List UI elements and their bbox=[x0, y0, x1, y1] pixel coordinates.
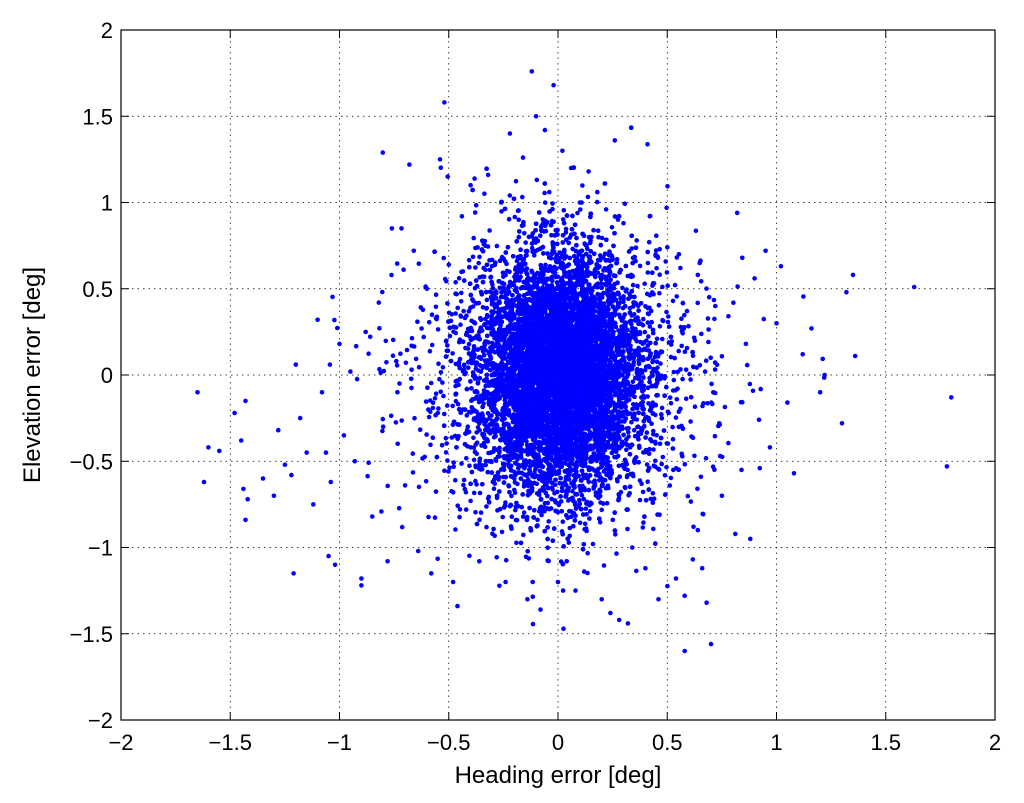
data-point bbox=[599, 235, 605, 241]
data-point bbox=[466, 365, 471, 371]
data-point bbox=[641, 375, 646, 380]
data-point bbox=[594, 199, 600, 205]
data-point bbox=[542, 200, 548, 205]
data-point bbox=[514, 540, 519, 546]
data-point bbox=[523, 240, 528, 245]
data-point bbox=[529, 245, 535, 251]
data-point bbox=[520, 514, 526, 519]
data-point bbox=[560, 519, 566, 524]
data-point bbox=[494, 243, 500, 249]
data-point bbox=[437, 376, 442, 382]
data-point bbox=[519, 504, 525, 510]
data-point bbox=[456, 275, 462, 281]
data-point bbox=[666, 314, 671, 319]
data-point bbox=[490, 286, 496, 291]
data-point bbox=[512, 214, 518, 220]
data-point bbox=[655, 365, 660, 371]
data-point bbox=[577, 520, 583, 526]
data-points bbox=[195, 69, 954, 654]
data-point bbox=[616, 328, 621, 333]
data-point bbox=[656, 302, 662, 308]
